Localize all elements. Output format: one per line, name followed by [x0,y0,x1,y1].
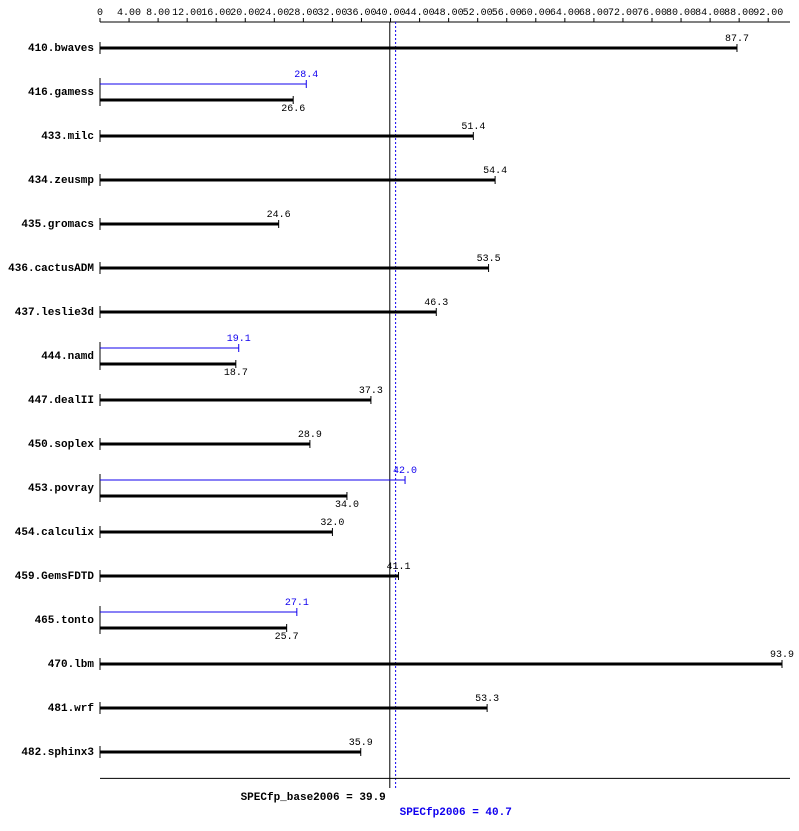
benchmark-label: 454.calculix [15,527,95,539]
reference-label: SPECfp_base2006 = 39.9 [241,792,386,804]
x-axis-tick-label: 36.00 [346,8,376,19]
x-axis-tick-label: 80.00 [666,8,696,19]
benchmark-label: 482.sphinx3 [21,747,94,759]
benchmark-label: 459.GemsFDTD [15,571,95,583]
x-axis-tick-label: 44.00 [405,8,435,19]
benchmark-label: 453.povray [28,483,94,495]
x-axis-tick-label: 52.00 [463,8,493,19]
x-axis-tick-label: 32.00 [317,8,347,19]
value-label-base: 53.5 [477,254,501,265]
benchmark-label: 470.lbm [48,659,95,671]
benchmark-label: 447.dealII [28,395,94,407]
value-label-base: 53.3 [475,694,499,705]
value-label-peak: 19.1 [227,334,251,345]
x-axis-tick-label: 12.00 [172,8,202,19]
value-label-base: 93.9 [770,650,794,661]
value-label-base: 32.0 [320,518,344,529]
value-label-base: 26.6 [281,104,305,115]
value-label-peak: 42.0 [393,466,417,477]
x-axis-tick-label: 68.00 [579,8,609,19]
x-axis-tick-label: 76.00 [637,8,667,19]
benchmark-label: 410.bwaves [28,43,94,55]
benchmark-label: 481.wrf [48,703,95,715]
x-axis-tick-label: 40.00 [376,8,406,19]
benchmark-label: 437.leslie3d [15,307,94,319]
value-label-peak: 27.1 [285,598,309,609]
x-axis-tick-label: 4.00 [117,8,141,19]
x-axis-tick-label: 28.00 [288,8,318,19]
value-label-base: 35.9 [349,738,373,749]
x-axis-tick-label: 20.00 [230,8,260,19]
benchmark-label: 436.cactusADM [8,263,94,275]
benchmark-label: 450.soplex [28,439,94,451]
spec-chart: 04.008.0012.0016.0020.0024.0028.0032.003… [0,0,799,831]
benchmark-label: 416.gamess [28,87,94,99]
x-axis-tick-label: 64.00 [550,8,580,19]
reference-label: SPECfp2006 = 40.7 [400,807,512,819]
value-label-base: 54.4 [483,166,507,177]
benchmark-label: 444.namd [41,351,94,363]
value-label-peak: 28.4 [294,70,318,81]
x-axis-tick-label: 84.00 [695,8,725,19]
x-axis-tick-label: 48.00 [434,8,464,19]
value-label-base: 28.9 [298,430,322,441]
value-label-base: 51.4 [461,122,485,133]
x-axis-tick-label: 56.00 [492,8,522,19]
benchmark-label: 434.zeusmp [28,175,94,187]
x-axis-tick-label: 24.00 [259,8,289,19]
value-label-base: 18.7 [224,368,248,379]
x-axis-tick-label: 72.00 [608,8,638,19]
x-axis-tick-label: 60.00 [521,8,551,19]
value-label-base: 41.1 [387,562,411,573]
benchmark-label: 435.gromacs [21,219,94,231]
x-axis-tick-label: 92.00 [753,8,783,19]
value-label-base: 46.3 [424,298,448,309]
x-axis-tick-label: 8.00 [146,8,170,19]
value-label-base: 24.6 [267,210,291,221]
x-axis-tick-label: 88.00 [724,8,754,19]
value-label-base: 87.7 [725,34,749,45]
value-label-base: 37.3 [359,386,383,397]
x-axis-tick-label: 0 [97,8,103,19]
benchmark-label: 465.tonto [35,615,95,627]
x-axis-tick-label: 16.00 [201,8,231,19]
benchmark-label: 433.milc [41,131,94,143]
value-label-base: 25.7 [275,632,299,643]
value-label-base: 34.0 [335,500,359,511]
